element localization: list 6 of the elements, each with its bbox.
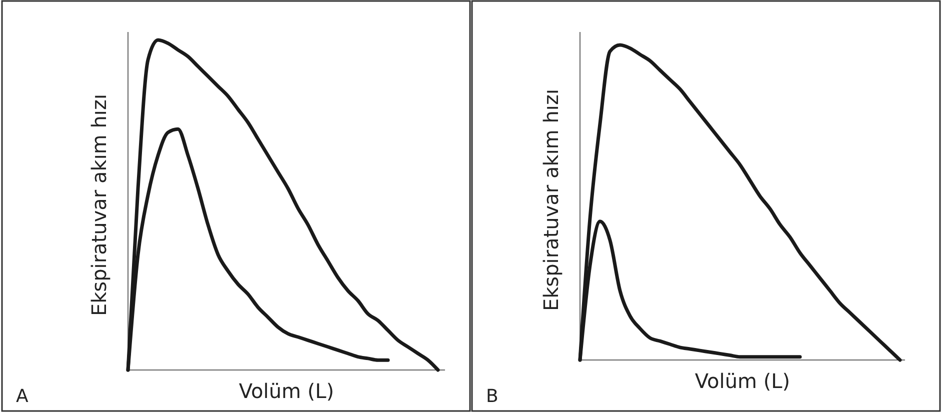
text: A [16,386,29,407]
x-axis-title: Volüm (L) [694,369,790,393]
x-axis-title: Volüm (L) [238,379,334,403]
text: B [486,386,498,407]
y-axis-title: Ekspiratuvar akım hızı [87,94,111,316]
y-axis-title: Ekspiratuvar akım hızı [539,88,563,312]
